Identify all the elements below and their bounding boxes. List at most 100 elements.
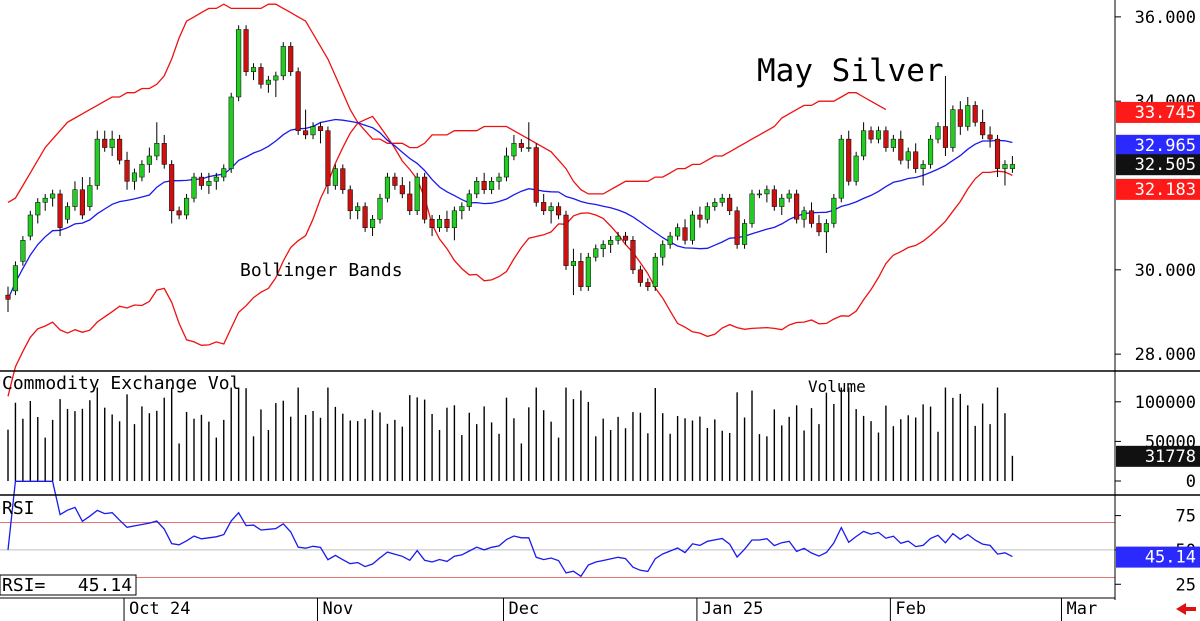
price-candle [102,130,108,152]
volume-panel-label: Commodity Exchange Vol [2,373,240,394]
price-candle [154,122,160,161]
price-candle [756,189,762,199]
price-panel: May Silver Bollinger Bands [5,3,1015,397]
price-candle [861,122,867,161]
price-candle [414,172,420,216]
price-candle [578,252,584,291]
rsi-readout: RSI= 45.14 [2,575,132,596]
price-candle [228,92,234,173]
price-candle [280,42,286,81]
price-candle [481,172,487,194]
price-candle [950,105,956,152]
price-candle [622,231,629,245]
volume-title: Volume [808,377,866,396]
price-candle [794,189,800,224]
price-candle [79,177,85,220]
bollinger-bands-label: Bollinger Bands [240,260,403,281]
price-candle [265,75,271,93]
price-candle [831,193,837,228]
price-candle [816,215,822,237]
volume-callout-label: 31778 [1145,447,1196,467]
price-candle [942,75,948,156]
price-candle [682,219,688,245]
price-candle [890,134,896,152]
price-candle [771,185,777,211]
price-candle [489,177,495,194]
price-candle [332,164,338,190]
scroll-left-arrow-icon[interactable] [1176,603,1196,615]
price-candle [273,71,279,97]
price-candle [377,193,383,224]
price-candle [808,202,815,228]
price-candle [533,143,539,207]
price-candle [451,206,457,241]
price-tick-label: 28.000 [1135,345,1196,365]
price-candle [935,122,941,144]
price-candle [347,185,353,220]
price-candle [317,122,324,144]
price-candle [42,193,48,211]
x-axis-label: Feb [895,599,926,619]
rsi-callout-label: 45.14 [1145,548,1196,568]
price-candle [407,181,413,216]
price-candle [50,189,56,207]
price-candle [637,265,643,287]
price-candle [913,143,919,173]
price-candle [660,240,666,266]
price-candle [250,63,257,81]
price-candle [719,193,725,207]
price-candle [325,126,331,194]
price-candle [526,122,532,152]
price-candle [615,231,621,245]
price-candle [972,101,978,127]
middle-band-callout [1116,134,1200,156]
price-candle [169,160,175,224]
price-candle [556,202,562,220]
price-candle [288,42,294,76]
price-candle [429,215,435,237]
price-candle [191,172,197,203]
price-candle [957,101,963,135]
price-candle [928,134,934,169]
price-candle [689,210,696,245]
price-candle [503,147,510,182]
price-candle [422,172,428,224]
price-candle [898,130,904,165]
price-candle [124,151,130,190]
lower-band-callout-label: 32.183 [1135,180,1196,200]
price-candle [310,122,316,140]
price-candle [64,202,71,224]
price-candle [868,126,874,144]
price-candle [608,236,614,253]
price-candle [474,177,480,199]
price-candle [1002,160,1008,186]
lower-bollinger-band [7,115,1013,397]
price-candle [875,126,882,144]
price-candle [600,240,606,258]
last-price-callout-label: 32.505 [1135,155,1196,175]
price-candle [920,160,926,186]
price-candle [883,126,889,152]
price-candle [436,215,443,232]
price-candle [727,193,733,216]
price-candle [704,202,710,224]
price-tick-label: 30.000 [1135,261,1196,281]
price-candle [392,172,398,190]
price-candle [823,219,829,253]
price-candle [184,193,190,220]
price-candle [355,202,361,220]
price-candle [853,151,859,186]
price-tick-label: 36.000 [1135,8,1196,28]
price-candle [243,25,249,76]
price-candle [1009,155,1015,173]
price-candle [139,160,145,182]
price-candle [518,139,524,152]
volume-callout [1116,445,1200,467]
price-candle [786,189,792,203]
x-axis-label: Nov [322,599,353,619]
rsi-panel-label: RSI [2,498,35,519]
price-candle [630,236,636,275]
price-candle [370,215,376,237]
